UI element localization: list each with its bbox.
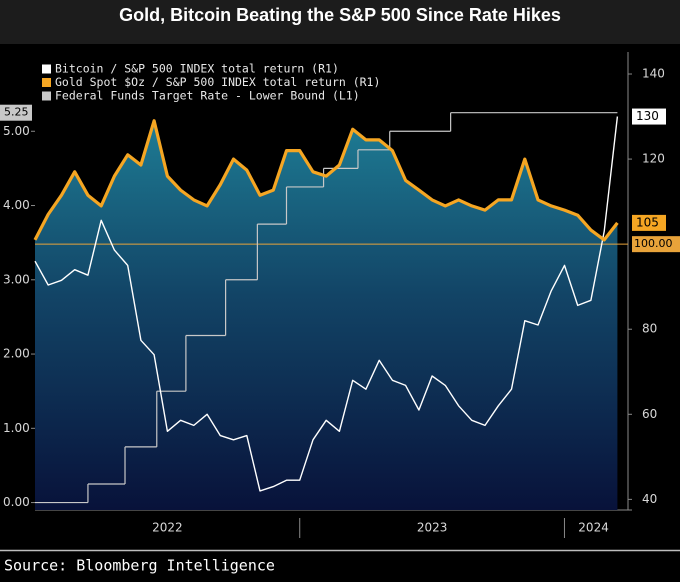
y-tick-label: 5.00 <box>3 124 30 138</box>
reference-label: 100.00 <box>634 237 673 250</box>
series-line <box>33 119 619 242</box>
end-label: 130 <box>636 109 659 123</box>
y2-tick-label: 80 <box>642 322 657 336</box>
y-tick-label: 3.00 <box>3 272 30 286</box>
title-bar <box>0 0 680 44</box>
x-tick-label: 2024 <box>578 521 609 535</box>
legend-swatch <box>42 91 51 101</box>
legend-label: Gold Spot $Oz / S&P 500 INDEX total retu… <box>55 75 380 89</box>
series-line <box>34 116 619 492</box>
x-tick-label: 2022 <box>152 521 183 535</box>
source: Source: Bloomberg Intelligence <box>4 557 275 575</box>
end-label: 105 <box>636 215 659 229</box>
reference-label-box <box>632 236 680 253</box>
chart-title: Gold, Bitcoin Beating the S&P 500 Since … <box>119 5 561 25</box>
y-tick-label: 1.00 <box>3 421 30 435</box>
end-label-box <box>632 108 666 125</box>
x-tick-label: 2023 <box>417 521 448 535</box>
source-bar <box>0 550 680 578</box>
end-label: 5.25 <box>4 106 29 119</box>
y2-tick-label: 140 <box>642 67 665 81</box>
end-label-box <box>632 214 666 231</box>
y2-tick-label: 120 <box>642 152 665 166</box>
y-tick-label: 0.00 <box>3 495 30 509</box>
y-tick-label: 2.00 <box>3 347 30 361</box>
legend-swatch <box>42 64 51 74</box>
y2-tick-label: 40 <box>642 492 657 506</box>
end-label-box <box>0 104 32 121</box>
y-tick-label: 4.00 <box>3 198 30 212</box>
legend-label: Bitcoin / S&P 500 INDEX total return (R1… <box>55 62 339 76</box>
legend-swatch <box>42 78 51 87</box>
legend-label: Federal Funds Target Rate - Lower Bound … <box>55 89 360 103</box>
y2-tick-label: 60 <box>642 407 657 421</box>
gold-area <box>35 120 618 511</box>
